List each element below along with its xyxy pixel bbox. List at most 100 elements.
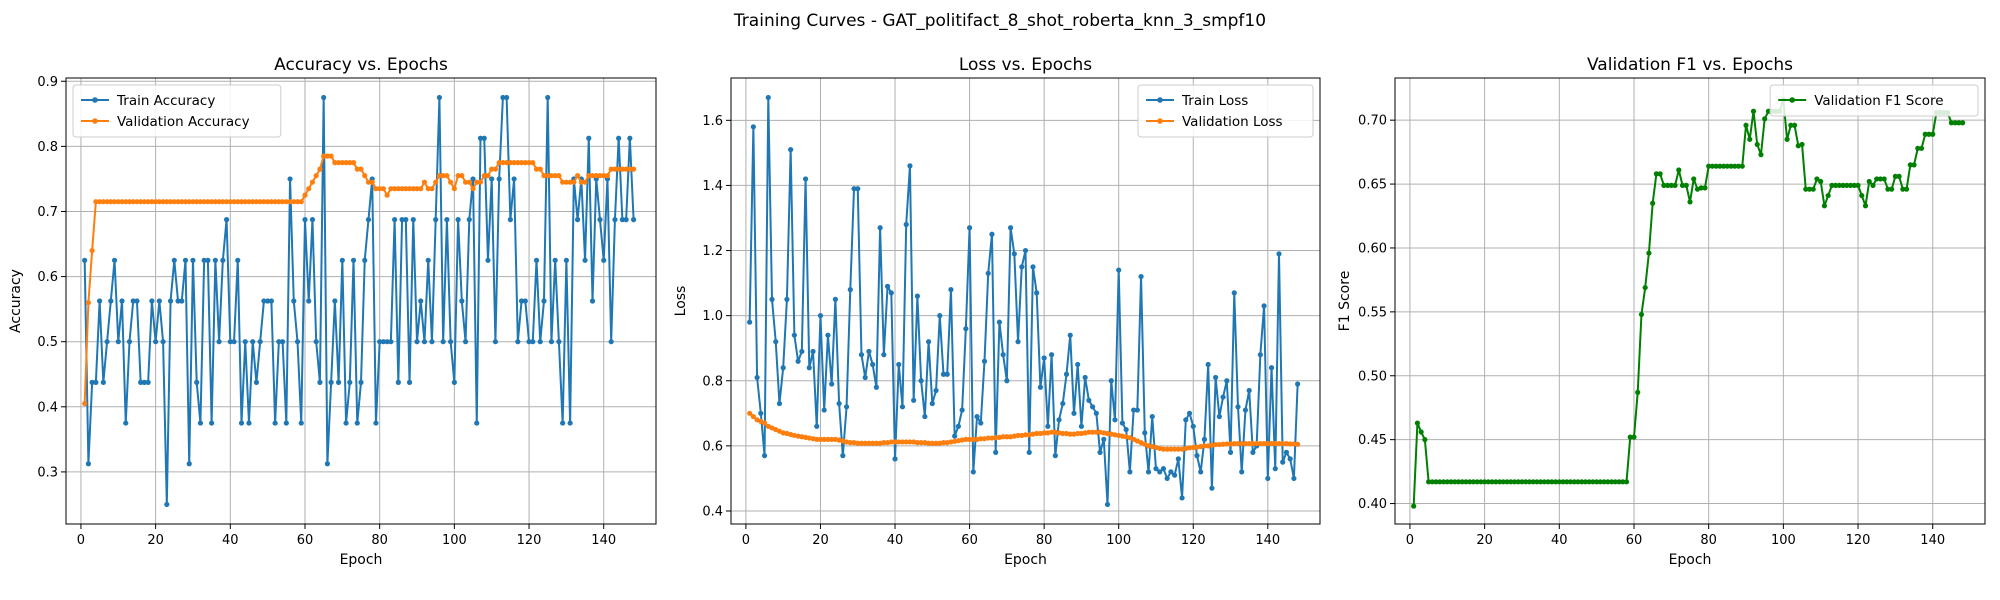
chart2-axes-frame: [730, 77, 1321, 525]
chart1-validation-accuracy-point: [462, 179, 469, 185]
chart2-train-loss-point: [1194, 453, 1200, 459]
chart3-ytick-label: 0.40: [1358, 497, 1387, 512]
chart1-validation-accuracy-point: [425, 186, 431, 192]
chart2-validation-loss-point: [985, 435, 991, 441]
chart1-validation-accuracy-point: [93, 199, 99, 205]
chart1-train-accuracy-point: [548, 339, 555, 345]
chart1-validation-accuracy-point: [253, 199, 260, 205]
chart2-validation-loss-point: [1283, 440, 1290, 447]
chart1-validation-accuracy-point: [126, 199, 133, 205]
chart1-train-accuracy-point: [130, 298, 136, 304]
chart3-validation-f1-score-point: [1672, 182, 1678, 188]
chart1-train-accuracy-point: [268, 298, 274, 304]
chart3-validation-f1-score-point: [1579, 479, 1585, 485]
chart2-train-loss-point: [806, 365, 812, 371]
chart2-train-loss-point: [1071, 410, 1077, 416]
chart1-validation-accuracy-point: [597, 173, 603, 179]
chart1-ylabel: Accuracy: [8, 269, 24, 333]
chart1-train-accuracy-point: [504, 94, 510, 101]
chart3-validation-f1-score-point: [1414, 420, 1421, 426]
chart2-validation-loss-point: [1257, 440, 1263, 447]
chart1-train-accuracy-point: [440, 339, 446, 345]
chart3-validation-f1-score-point: [1821, 203, 1828, 209]
chart2-train-loss-point: [1175, 456, 1181, 462]
chart1-train-accuracy-point: [160, 339, 166, 345]
chart3-validation-f1-score-point: [1709, 163, 1716, 169]
chart1-xtick-label: 80: [371, 533, 388, 548]
chart3-validation-f1-score-point: [1679, 182, 1686, 188]
chart3-title: Validation F1 vs. Epochs: [1587, 55, 1793, 75]
chart2-train-loss-point: [765, 94, 771, 101]
chart2-train-loss-point: [1272, 466, 1278, 472]
chart2-validation-loss-point: [1265, 440, 1271, 447]
chart3-xtick-label: 0: [1406, 533, 1414, 548]
chart1-validation-accuracy-point: [589, 173, 596, 179]
chart1-train-accuracy-point: [317, 379, 323, 385]
chart2-train-loss-point: [1145, 469, 1152, 475]
chart1-validation-accuracy-point: [448, 179, 454, 185]
chart3-validation-f1-score-point: [1911, 162, 1917, 168]
chart1-validation-accuracy-point: [279, 199, 286, 205]
chart3-validation-f1-score-point: [1818, 178, 1824, 185]
chart2-train-loss-point: [1224, 378, 1230, 384]
chart2-train-loss-point: [1235, 404, 1241, 410]
chart3-validation-f1-score-point: [1833, 182, 1839, 188]
chart3-ytick-label: 0.65: [1358, 178, 1387, 193]
chart2-validation-loss-point: [963, 436, 969, 442]
chart1-train-accuracy-point: [373, 420, 379, 426]
chart2-train-loss-point: [1123, 426, 1129, 433]
chart2-validation-loss-point: [1015, 432, 1021, 439]
chart1-train-accuracy-point: [511, 176, 517, 182]
chart3-validation-f1-score-point: [1814, 176, 1820, 182]
chart1-validation-accuracy-point: [369, 179, 375, 185]
chart2-validation-loss-point: [1280, 440, 1286, 447]
chart1-train-accuracy-point: [89, 379, 95, 385]
chart3-validation-f1-score-point: [1840, 182, 1846, 188]
chart3-validation-f1-score-point: [1847, 182, 1854, 188]
chart1-train-accuracy-point: [433, 217, 439, 223]
chart1-train-accuracy-point: [586, 135, 592, 141]
chart1-validation-accuracy-point: [578, 179, 584, 185]
chart1-train-accuracy-point: [392, 217, 398, 223]
chart2-validation-loss-point: [903, 439, 909, 445]
chart1-train-accuracy-point: [358, 379, 364, 385]
chart1-validation-accuracy-point: [392, 186, 398, 192]
chart1-validation-accuracy-point: [227, 199, 233, 205]
chart1-axes-frame: [65, 77, 657, 525]
chart1-train-accuracy-point: [541, 298, 547, 304]
chart3-validation-f1-score-point: [1859, 192, 1865, 199]
chart2-train-loss-point: [1108, 378, 1114, 384]
chart1-train-accuracy-point: [429, 339, 435, 345]
chart1-train-accuracy-point: [556, 339, 562, 345]
chart1-train-accuracy-point: [623, 217, 629, 223]
chart2-train-loss-point: [1265, 475, 1271, 482]
chart1-train-accuracy-point: [179, 298, 185, 304]
chart2-legend-label: Validation Loss: [1182, 114, 1283, 130]
chart1-validation-accuracy-point: [563, 179, 569, 185]
chart3-validation-f1-score-point: [1474, 479, 1480, 485]
chart2-train-loss-point: [832, 296, 838, 302]
chart3-validation-f1-score-point: [1762, 116, 1768, 122]
chart1-train-accuracy-point: [608, 339, 614, 345]
chart3-validation-f1-score-point: [1844, 182, 1850, 188]
chart2-train-loss-point: [993, 449, 999, 455]
chart3-validation-f1-score-point: [1732, 163, 1738, 169]
chart1-validation-accuracy-point: [298, 199, 304, 205]
figure-suptitle: Training Curves - GAT_politifact_8_shot_…: [733, 11, 1266, 31]
chart3-validation-f1-score-point: [1784, 136, 1790, 142]
chart1-train-accuracy-point: [93, 379, 99, 385]
chart1-validation-accuracy-point: [179, 199, 185, 205]
chart1-validation-accuracy-point: [440, 173, 446, 179]
chart2-train-loss-point: [829, 381, 835, 387]
chart3-validation-f1-score-point: [1724, 163, 1730, 169]
chart3-validation-f1-score-point: [1758, 152, 1764, 158]
chart2-train-loss-point: [776, 400, 783, 407]
chart2-xtick-label: 0: [742, 533, 750, 548]
chart3-validation-f1-score-point: [1411, 503, 1417, 509]
chart3-validation-f1-score-point: [1523, 479, 1529, 485]
chart2-train-loss-point: [1119, 420, 1126, 426]
chart3-validation-f1-score-point: [1552, 479, 1559, 485]
chart1-validation-accuracy-point: [156, 199, 162, 205]
chart2-validation-loss-point: [829, 436, 835, 442]
chart1-train-accuracy-point: [156, 298, 162, 304]
